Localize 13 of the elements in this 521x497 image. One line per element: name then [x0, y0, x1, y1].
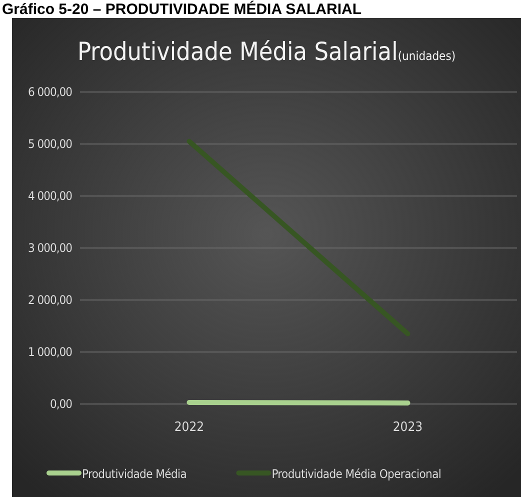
y-tick-label: 0,00	[50, 397, 73, 411]
y-tick-label: 4 000,00	[28, 189, 73, 203]
legend-label: Produtividade Média	[82, 467, 187, 481]
y-tick-label: 3 000,00	[28, 241, 73, 255]
y-tick-label: 5 000,00	[28, 137, 73, 151]
y-tick-label: 1 000,00	[28, 345, 73, 359]
x-tick-label: 2022	[174, 420, 204, 435]
y-tick-label: 6 000,00	[28, 85, 73, 99]
chart-subtitle: (unidades)	[398, 49, 456, 63]
text: Gráfico 5-20 – PRODUTIVIDADE MÉDIA SALARIAL	[2, 0, 362, 18]
legend-label: Produtividade Média Operacional	[272, 467, 442, 481]
x-tick-label: 2023	[392, 420, 423, 435]
y-tick-label: 2 000,00	[28, 293, 73, 307]
